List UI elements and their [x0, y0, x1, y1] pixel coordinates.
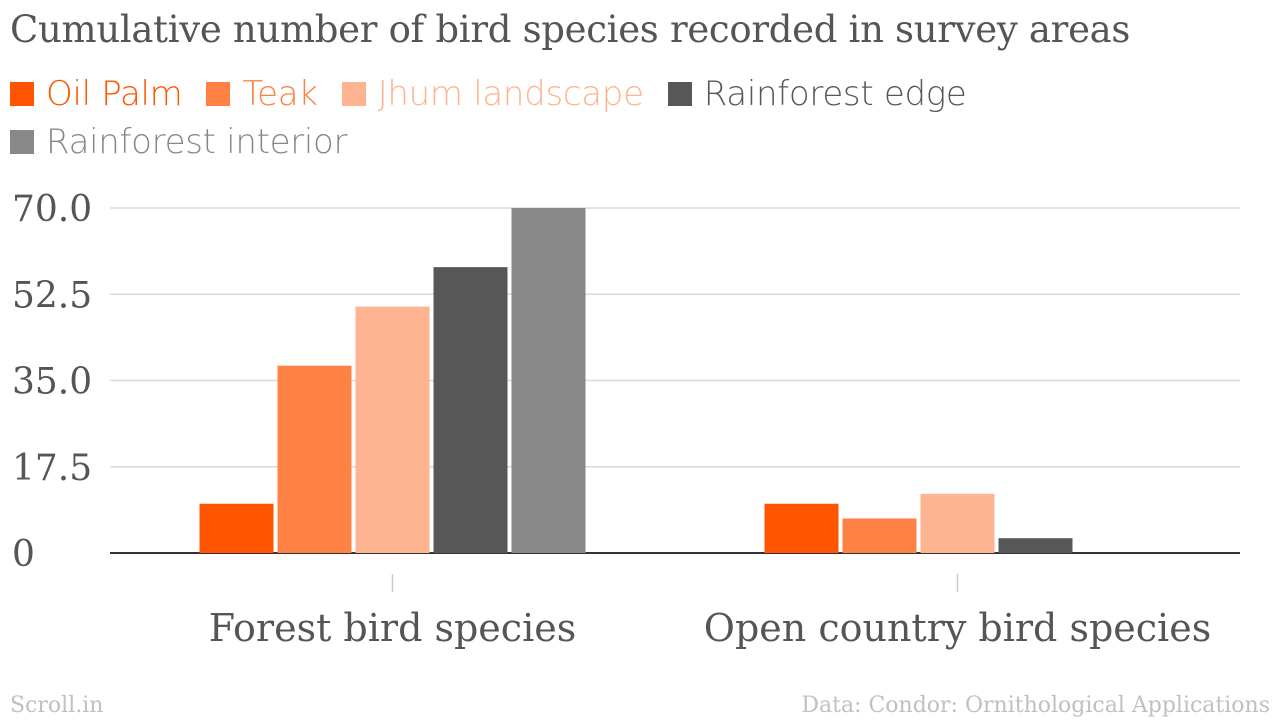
legend-label: Teak [242, 74, 318, 114]
y-tick-label: 17.5 [12, 448, 92, 489]
bar [842, 518, 917, 553]
y-tick-label: 70.0 [12, 189, 92, 230]
bar [511, 208, 586, 553]
legend-swatch [10, 82, 34, 106]
legend-item: Rainforest edge [667, 70, 967, 118]
legend-item: Rainforest interior [10, 118, 348, 166]
legend-item: Jhum landscape [341, 70, 644, 118]
legend-label: Oil Palm [46, 74, 183, 114]
legend-swatch [667, 82, 692, 106]
bar [199, 503, 274, 553]
y-tick-label: 52.5 [12, 275, 92, 316]
bar [920, 493, 995, 553]
chart-legend: Oil Palm Teak Jhum landscape Rainforest edg… [10, 70, 1010, 166]
x-category-label: Forest bird species [209, 606, 576, 650]
bar [764, 503, 839, 553]
x-category-label: Open country bird species [704, 606, 1211, 650]
bar [355, 306, 430, 553]
legend-swatch [10, 130, 34, 154]
bar [433, 267, 508, 553]
publisher-credit: Scroll.in [10, 693, 104, 718]
legend-label: Rainforest edge [703, 74, 967, 114]
legend-swatch [206, 82, 231, 106]
data-source-credit: Data: Condor: Ornithological Application… [801, 693, 1270, 718]
legend-item: Teak [206, 70, 318, 118]
legend-label: Jhum landscape [377, 74, 644, 114]
legend-item: Oil Palm [10, 70, 183, 118]
legend-label: Rainforest interior [46, 122, 348, 162]
bar [277, 365, 352, 553]
bar [998, 538, 1073, 553]
legend-swatch [341, 82, 366, 106]
chart-title: Cumulative number of bird species record… [10, 8, 1131, 51]
y-tick-label: 35.0 [12, 362, 92, 403]
y-tick-label: 0 [12, 534, 35, 575]
